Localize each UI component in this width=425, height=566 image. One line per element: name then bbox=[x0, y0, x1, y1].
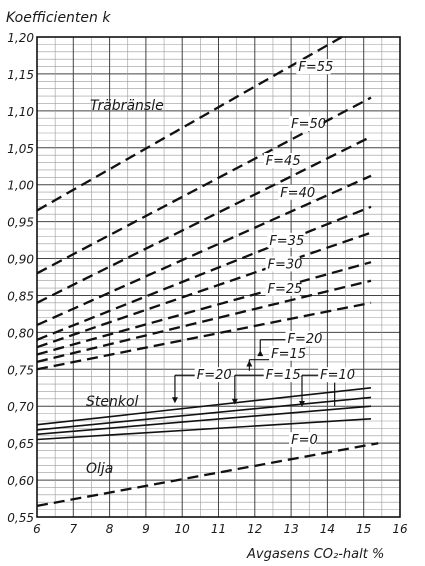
curve-label: F=20 bbox=[287, 332, 322, 347]
series-line bbox=[36, 279, 372, 364]
curve-label-bg bbox=[289, 116, 324, 132]
x-tick-label: 6 bbox=[33, 522, 41, 536]
curve-label: F=30 bbox=[268, 257, 303, 272]
series-line bbox=[36, 418, 372, 441]
arrow-head bbox=[257, 350, 264, 357]
y-tick-label: 0,55 bbox=[7, 511, 34, 525]
x-tick-label: 14 bbox=[320, 522, 335, 536]
y-tick-label: 1,10 bbox=[7, 105, 34, 119]
annotation-oil: Olja bbox=[86, 461, 113, 477]
label-arrows bbox=[171, 339, 336, 407]
annotation-wood: Träbränsle bbox=[90, 98, 164, 114]
curve-label-bg bbox=[285, 330, 320, 346]
annotation-coal: Stenkol bbox=[86, 394, 139, 410]
series-line bbox=[36, 174, 372, 327]
curve-label-bg bbox=[265, 280, 300, 296]
curve-label: F=10 bbox=[320, 368, 355, 383]
y-tick-label: 0,75 bbox=[7, 363, 34, 377]
series-line bbox=[36, 135, 372, 304]
x-tick-label: 12 bbox=[247, 522, 262, 536]
curve-labels: F=55F=50F=45F=40F=35F=30F=25F=20F=15F=20… bbox=[194, 59, 355, 448]
y-tick-label: 0,60 bbox=[7, 474, 34, 488]
series-line bbox=[36, 301, 372, 371]
y-tick-label: 0,90 bbox=[7, 253, 34, 267]
x-tick-label: 7 bbox=[69, 522, 77, 536]
y-tick-label: 0,95 bbox=[7, 216, 34, 230]
curve-label-bg bbox=[318, 367, 353, 383]
curve-label: F=15 bbox=[271, 347, 306, 362]
curve-label-bg bbox=[263, 367, 299, 383]
curve-label: F=20 bbox=[197, 368, 232, 383]
x-tick-label: 8 bbox=[106, 522, 114, 536]
curve-label: F=25 bbox=[268, 282, 303, 297]
curve-label: F=35 bbox=[269, 234, 304, 249]
curve-label-bg bbox=[265, 256, 300, 272]
curve-label-bg bbox=[296, 59, 331, 75]
y-tick-label: 1,05 bbox=[7, 142, 34, 156]
y-tick-label: 1,15 bbox=[7, 68, 34, 82]
y-tick-label: 0,85 bbox=[7, 289, 34, 303]
x-tick-label: 9 bbox=[142, 522, 150, 536]
curve-label: F=55 bbox=[298, 60, 333, 75]
arrow-head bbox=[246, 360, 253, 367]
x-tick-label: 11 bbox=[211, 522, 226, 536]
curve-label-bg bbox=[263, 153, 299, 169]
plot-frame bbox=[36, 36, 401, 518]
x-tick-label: 15 bbox=[356, 522, 371, 536]
curve-label: F=45 bbox=[266, 154, 301, 169]
y-tick-label: 1,00 bbox=[7, 179, 34, 193]
plot-border bbox=[36, 36, 401, 518]
curve-label-bg bbox=[267, 232, 302, 248]
tick-labels: 0,55 0,60 0,65 0,70 0,75 0,80 0,85 0,90 0,95 1,00… bbox=[7, 31, 408, 536]
curve-label: F=40 bbox=[280, 186, 315, 201]
series-line bbox=[36, 387, 372, 426]
curve-label-bg bbox=[289, 432, 316, 448]
curve-label-bg bbox=[269, 345, 304, 361]
series-line bbox=[36, 396, 372, 431]
curve-label-bg bbox=[194, 367, 230, 383]
y-axis-title: Koefficienten k bbox=[6, 10, 111, 26]
x-tick-label: 13 bbox=[283, 522, 298, 536]
arrow-head bbox=[231, 398, 238, 405]
arrow-head bbox=[171, 397, 178, 404]
x-tick-label: 10 bbox=[175, 522, 191, 536]
x-tick-label: 16 bbox=[392, 522, 408, 536]
series-line bbox=[36, 36, 343, 212]
arrow-head bbox=[298, 400, 305, 407]
curve-label: F=0 bbox=[291, 433, 318, 448]
curve-label: F=50 bbox=[291, 117, 326, 132]
series-line bbox=[36, 261, 372, 356]
series-line bbox=[36, 405, 372, 436]
curve-label-bg bbox=[278, 184, 313, 200]
y-tick-label: 0,65 bbox=[7, 437, 34, 451]
y-tick-label: 0,80 bbox=[7, 326, 34, 340]
series-line bbox=[36, 205, 372, 341]
curve-label: F=15 bbox=[266, 368, 301, 383]
y-tick-label: 1,20 bbox=[7, 31, 34, 45]
x-axis-title: Avgasens CO₂-halt % bbox=[246, 547, 384, 562]
y-tick-label: 0,70 bbox=[7, 400, 34, 414]
series-line bbox=[36, 442, 379, 508]
series-line bbox=[36, 231, 372, 349]
